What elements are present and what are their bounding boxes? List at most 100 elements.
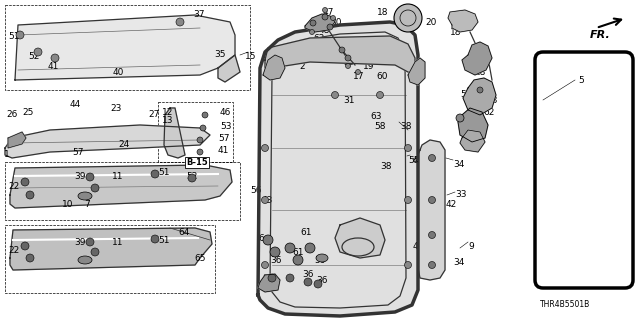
- Circle shape: [304, 278, 312, 286]
- Polygon shape: [335, 218, 385, 258]
- Circle shape: [429, 196, 435, 204]
- Text: 30: 30: [330, 18, 342, 27]
- Text: 15: 15: [245, 52, 257, 61]
- Polygon shape: [448, 10, 478, 32]
- Text: 62: 62: [483, 108, 494, 117]
- Ellipse shape: [78, 192, 92, 200]
- Circle shape: [404, 196, 412, 204]
- Text: 36: 36: [270, 256, 282, 265]
- Text: 34: 34: [453, 160, 465, 169]
- Bar: [158, 102, 233, 162]
- Text: 60: 60: [376, 72, 387, 81]
- Text: 48: 48: [487, 96, 499, 105]
- Text: 63: 63: [370, 112, 381, 121]
- Circle shape: [286, 274, 294, 282]
- Polygon shape: [460, 130, 485, 152]
- Circle shape: [310, 20, 316, 26]
- Circle shape: [197, 137, 203, 143]
- Circle shape: [323, 7, 328, 12]
- Circle shape: [305, 243, 315, 253]
- Circle shape: [456, 114, 464, 122]
- Text: 47: 47: [467, 58, 478, 67]
- Text: 2: 2: [299, 62, 305, 71]
- Text: B-15: B-15: [186, 158, 208, 167]
- Circle shape: [339, 47, 345, 53]
- Text: 5: 5: [578, 76, 584, 85]
- Polygon shape: [265, 36, 415, 75]
- Polygon shape: [8, 132, 26, 148]
- Circle shape: [21, 242, 29, 250]
- Text: 16: 16: [416, 182, 428, 191]
- Text: 4: 4: [317, 50, 323, 59]
- Text: 33: 33: [455, 190, 467, 199]
- Circle shape: [285, 243, 295, 253]
- Circle shape: [197, 149, 203, 155]
- Text: 31: 31: [343, 96, 355, 105]
- Text: 41: 41: [218, 146, 229, 155]
- Text: 57: 57: [72, 148, 83, 157]
- Text: 34: 34: [453, 258, 465, 267]
- Text: 39: 39: [74, 238, 86, 247]
- Text: 58: 58: [374, 122, 385, 131]
- Text: 28: 28: [474, 68, 485, 77]
- Text: 51: 51: [8, 32, 19, 41]
- Text: 55: 55: [408, 156, 419, 165]
- Text: 56: 56: [250, 186, 262, 195]
- Text: 54: 54: [433, 224, 444, 233]
- Text: 18: 18: [377, 8, 388, 17]
- Circle shape: [332, 92, 339, 99]
- Circle shape: [91, 184, 99, 192]
- Circle shape: [346, 63, 351, 68]
- Circle shape: [330, 15, 335, 20]
- Text: 32: 32: [350, 50, 362, 59]
- Text: 1: 1: [4, 150, 10, 159]
- Text: 38: 38: [380, 162, 392, 171]
- Text: 51: 51: [158, 168, 170, 177]
- Polygon shape: [10, 165, 232, 208]
- Circle shape: [429, 155, 435, 162]
- Circle shape: [262, 261, 269, 268]
- Text: 46: 46: [220, 108, 232, 117]
- Text: 37: 37: [193, 10, 205, 19]
- Circle shape: [429, 231, 435, 238]
- Text: 54: 54: [433, 158, 444, 167]
- Polygon shape: [305, 14, 335, 32]
- Circle shape: [322, 14, 328, 20]
- Circle shape: [404, 145, 412, 151]
- Circle shape: [91, 248, 99, 256]
- Circle shape: [327, 24, 333, 30]
- Text: 19: 19: [363, 62, 374, 71]
- Polygon shape: [164, 108, 185, 158]
- Circle shape: [263, 235, 273, 245]
- Text: 53: 53: [220, 122, 232, 131]
- Text: 18: 18: [450, 28, 461, 37]
- Text: 25: 25: [22, 108, 33, 117]
- Text: 65: 65: [194, 254, 205, 263]
- Text: 36: 36: [316, 276, 328, 285]
- Circle shape: [200, 125, 206, 131]
- Polygon shape: [263, 55, 285, 80]
- Text: 64: 64: [178, 228, 189, 237]
- Polygon shape: [258, 22, 418, 316]
- Circle shape: [202, 112, 208, 118]
- Text: 7: 7: [84, 200, 90, 209]
- Text: 22: 22: [8, 246, 19, 255]
- Text: FR.: FR.: [590, 30, 611, 40]
- Circle shape: [404, 261, 412, 268]
- Text: 47: 47: [323, 8, 334, 17]
- Circle shape: [262, 196, 269, 204]
- Circle shape: [310, 29, 314, 35]
- Text: 49: 49: [362, 240, 373, 249]
- Text: 11: 11: [112, 172, 124, 181]
- Text: 8: 8: [262, 274, 268, 283]
- Text: 23: 23: [110, 104, 122, 113]
- Circle shape: [293, 255, 303, 265]
- Circle shape: [151, 170, 159, 178]
- Text: 22: 22: [8, 182, 19, 191]
- Text: 20: 20: [425, 18, 436, 27]
- Text: 57: 57: [218, 134, 230, 143]
- Polygon shape: [458, 108, 488, 142]
- Text: 29: 29: [460, 132, 472, 141]
- Circle shape: [262, 145, 269, 151]
- Text: 40: 40: [113, 68, 124, 77]
